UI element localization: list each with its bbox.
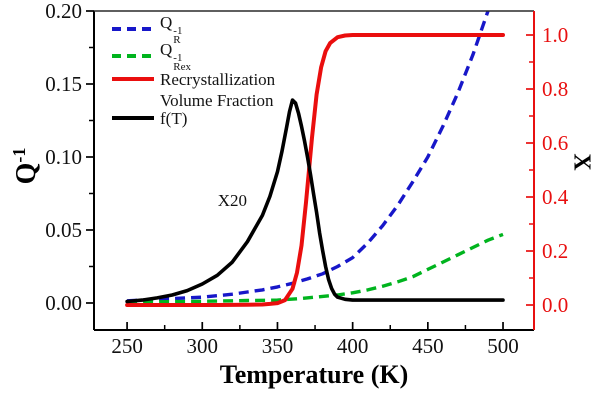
right-y-tick-label: 0.4 bbox=[542, 185, 569, 209]
series-f_T bbox=[125, 98, 505, 304]
x-tick-label: 250 bbox=[111, 334, 143, 358]
right-y-tick-label: 0.2 bbox=[542, 239, 568, 263]
legend-label-recrystallization: Recrystallization Volume Fraction bbox=[160, 70, 276, 110]
left-y-tick-label: 0.05 bbox=[45, 218, 82, 242]
x-tick-label: 300 bbox=[187, 334, 219, 358]
axes: 250 300 350 400 450 500 0.00 0.05 0.10 0.15 0.20 0.… bbox=[45, 0, 569, 358]
left-y-tick-label: 0.20 bbox=[45, 0, 82, 23]
x-tick-label: 400 bbox=[337, 334, 369, 358]
x-tick-label: 500 bbox=[487, 334, 519, 358]
legend-label-ft: f(T) bbox=[160, 108, 188, 128]
x-axis-title: Temperature (K) bbox=[219, 360, 409, 389]
legend-line-sample-ft bbox=[112, 116, 154, 120]
legend-label-qr: Q -1 R bbox=[160, 12, 183, 46]
series-Q_R_inverse bbox=[127, 11, 490, 303]
legend-item-qrex: Q -1 Rex bbox=[112, 41, 191, 72]
legend-item-recrystallization: Recrystallization Volume Fraction bbox=[112, 69, 275, 113]
legend-line-sample-recrystallization bbox=[112, 77, 154, 81]
x-tick-label: 450 bbox=[412, 334, 444, 358]
series-curves bbox=[125, 11, 505, 307]
right-y-tick-label: 1.0 bbox=[542, 23, 568, 47]
legend-item-ft: f(T) bbox=[112, 109, 187, 127]
legend-line-sample-qrex bbox=[112, 54, 154, 58]
legend-line-sample-qr bbox=[112, 27, 154, 31]
right-y-axis-title: X bbox=[568, 153, 595, 171]
annotation-x20: X20 bbox=[217, 190, 247, 210]
left-y-axis-title: Q-1 bbox=[8, 147, 43, 185]
x-tick-label: 350 bbox=[262, 334, 294, 358]
right-y-tick-label: 0.6 bbox=[542, 131, 568, 155]
right-y-tick-label: 0.8 bbox=[542, 77, 568, 101]
legend: Q -1 R Q -1 Rex Recrystallization Volume Fra… bbox=[112, 0, 332, 150]
series-Q_Rex_inverse bbox=[127, 232, 504, 304]
right-y-tick-label: 0.0 bbox=[542, 293, 568, 317]
legend-item-qr: Q -1 R bbox=[112, 14, 182, 45]
left-y-tick-label: 0.10 bbox=[45, 145, 82, 169]
left-y-tick-label: 0.00 bbox=[45, 291, 82, 315]
legend-label-qrex: Q -1 Rex bbox=[160, 39, 192, 73]
left-y-tick-label: 0.15 bbox=[45, 72, 82, 96]
